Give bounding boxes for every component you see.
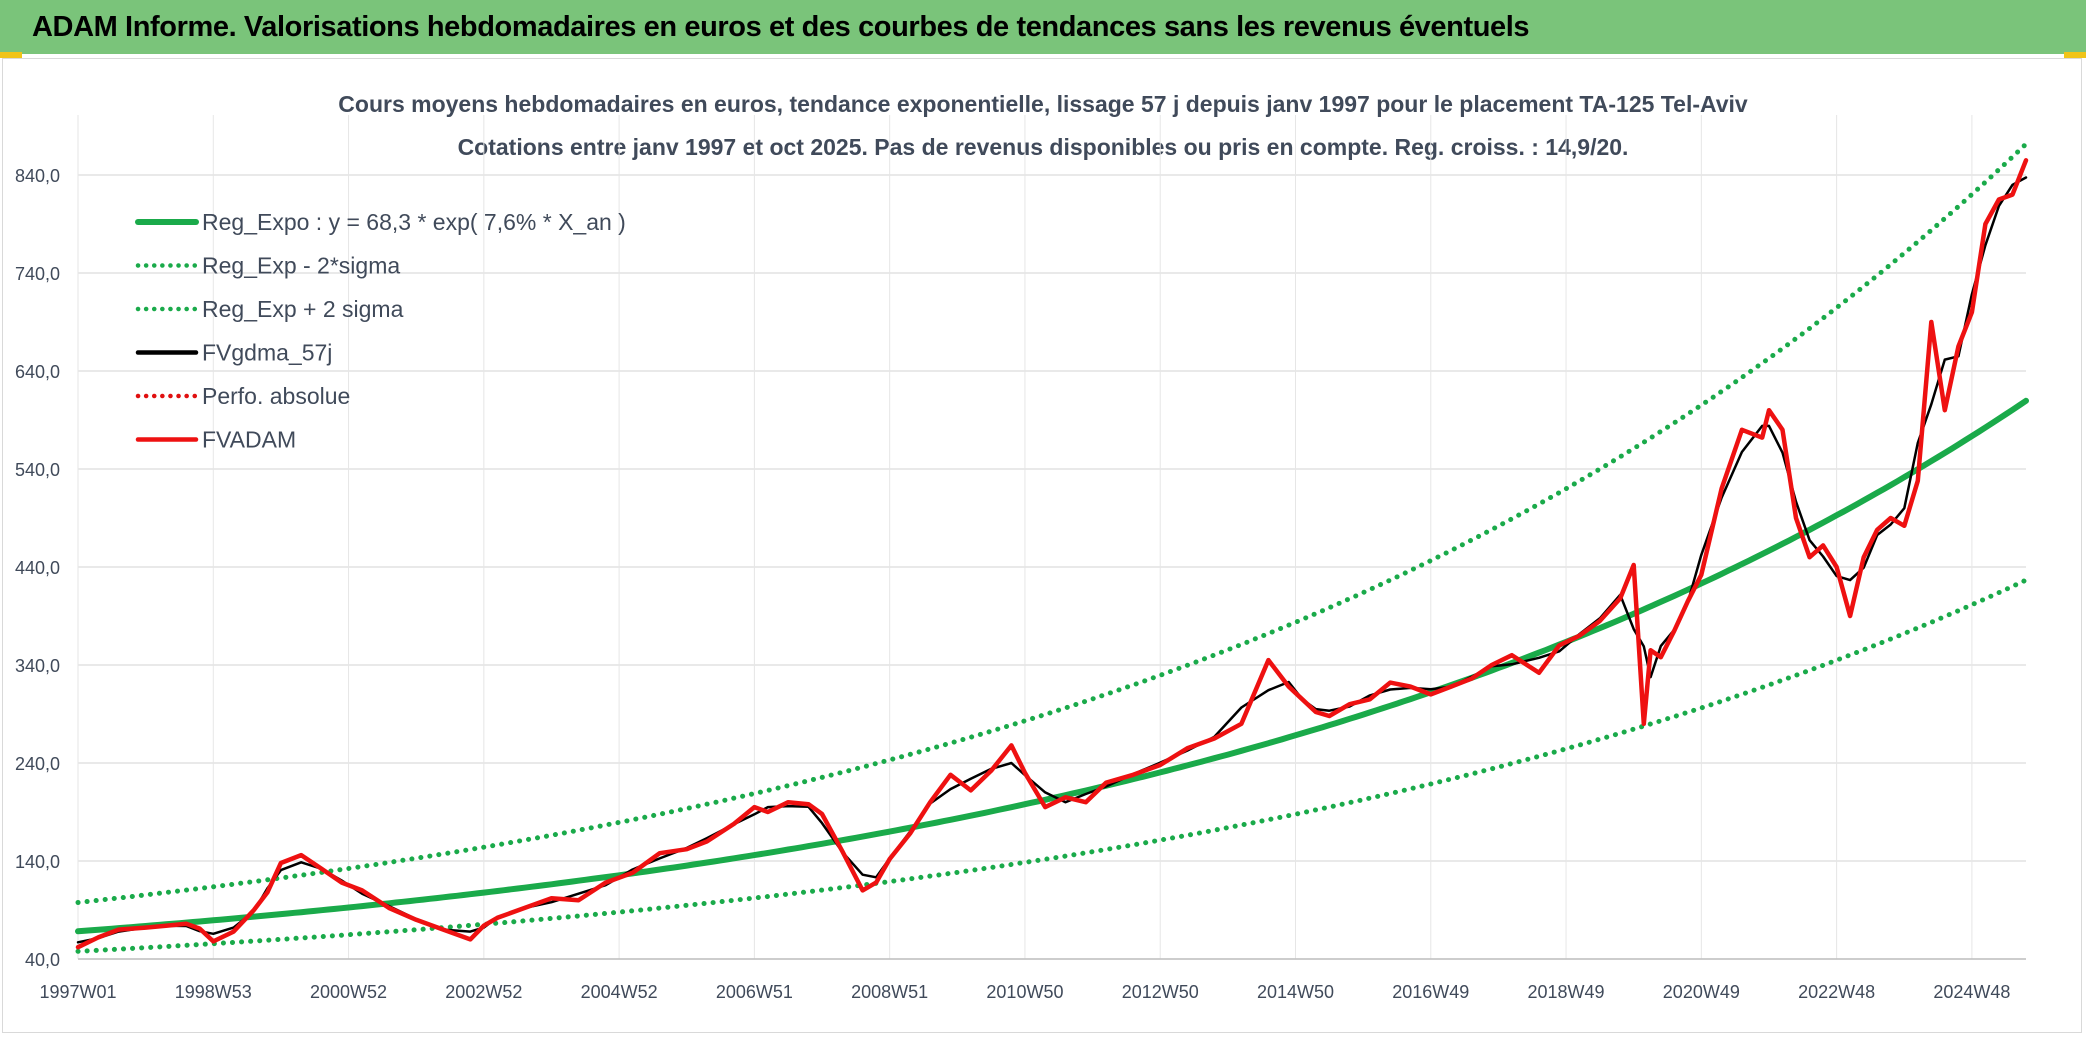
x-tick-label: 2002W52 (445, 982, 522, 1002)
y-axis-labels: 40,0 140,0 240,0 340,0 440,0 540,0 640,0 740,0 8… (15, 166, 60, 970)
y-tick-label: 840,0 (15, 166, 60, 186)
legend-label: FVgdma_57j (202, 340, 332, 366)
x-tick-label: 2006W51 (716, 982, 793, 1002)
x-tick-label: 2012W50 (1122, 982, 1199, 1002)
chart-panel (2, 58, 2082, 1033)
chart-title: Cours moyens hebdomadaires en euros, ten… (338, 91, 1748, 117)
legend-label: FVADAM (202, 427, 296, 453)
chart-subtitle: Cotations entre janv 1997 et oct 2025. P… (458, 134, 1629, 160)
y-tick-label: 240,0 (15, 754, 60, 774)
y-tick-label: 340,0 (15, 656, 60, 676)
series-line-3 (75, 141, 2029, 905)
x-tick-label: 2018W49 (1528, 982, 1605, 1002)
series-line-4 (76, 176, 2028, 944)
x-tick-label: 1998W53 (175, 982, 252, 1002)
chart-series (75, 141, 2029, 954)
x-tick-label: 2014W50 (1257, 982, 1334, 1002)
y-tick-label: 540,0 (15, 460, 60, 480)
x-tick-label: 2004W52 (581, 982, 658, 1002)
x-tick-label: 2008W51 (851, 982, 928, 1002)
x-tick-label: 2010W50 (986, 982, 1063, 1002)
grid-lines (77, 115, 2026, 960)
corner-accent-right (2064, 52, 2086, 58)
x-tick-label: 1997W01 (39, 982, 116, 1002)
y-tick-label: 640,0 (15, 362, 60, 382)
legend-label: Reg_Exp - 2*sigma (202, 253, 400, 279)
x-tick-label: 2016W49 (1392, 982, 1469, 1002)
series-line-6 (75, 158, 2029, 950)
x-tick-label: 2022W48 (1798, 982, 1875, 1002)
y-tick-label: 40,0 (25, 950, 60, 970)
y-tick-label: 740,0 (15, 264, 60, 284)
corner-accent-left (0, 52, 22, 58)
y-tick-label: 140,0 (15, 852, 60, 872)
legend-label: Reg_Exp + 2 sigma (202, 296, 404, 322)
y-tick-label: 440,0 (15, 558, 60, 578)
legend: Reg_Expo : y = 68,3 * exp( 7,6% * X_an )… (135, 209, 626, 453)
x-axis-labels: 1997W01 1998W53 2000W52 2002W52 2004W52 2006W… (39, 982, 2010, 1002)
page-title: ADAM Informe. Valorisations hebdomadaire… (32, 10, 1530, 43)
x-tick-label: 2000W52 (310, 982, 387, 1002)
series-line-1 (75, 397, 2029, 935)
series-line-2 (75, 577, 2029, 954)
x-tick-label: 2024W48 (1933, 982, 2010, 1002)
x-tick-label: 2020W49 (1663, 982, 1740, 1002)
legend-label: Reg_Expo : y = 68,3 * exp( 7,6% * X_an ) (202, 209, 626, 235)
header-banner: ADAM Informe. Valorisations hebdomadaire… (0, 0, 2086, 54)
legend-label: Perfo. absolue (202, 383, 350, 409)
